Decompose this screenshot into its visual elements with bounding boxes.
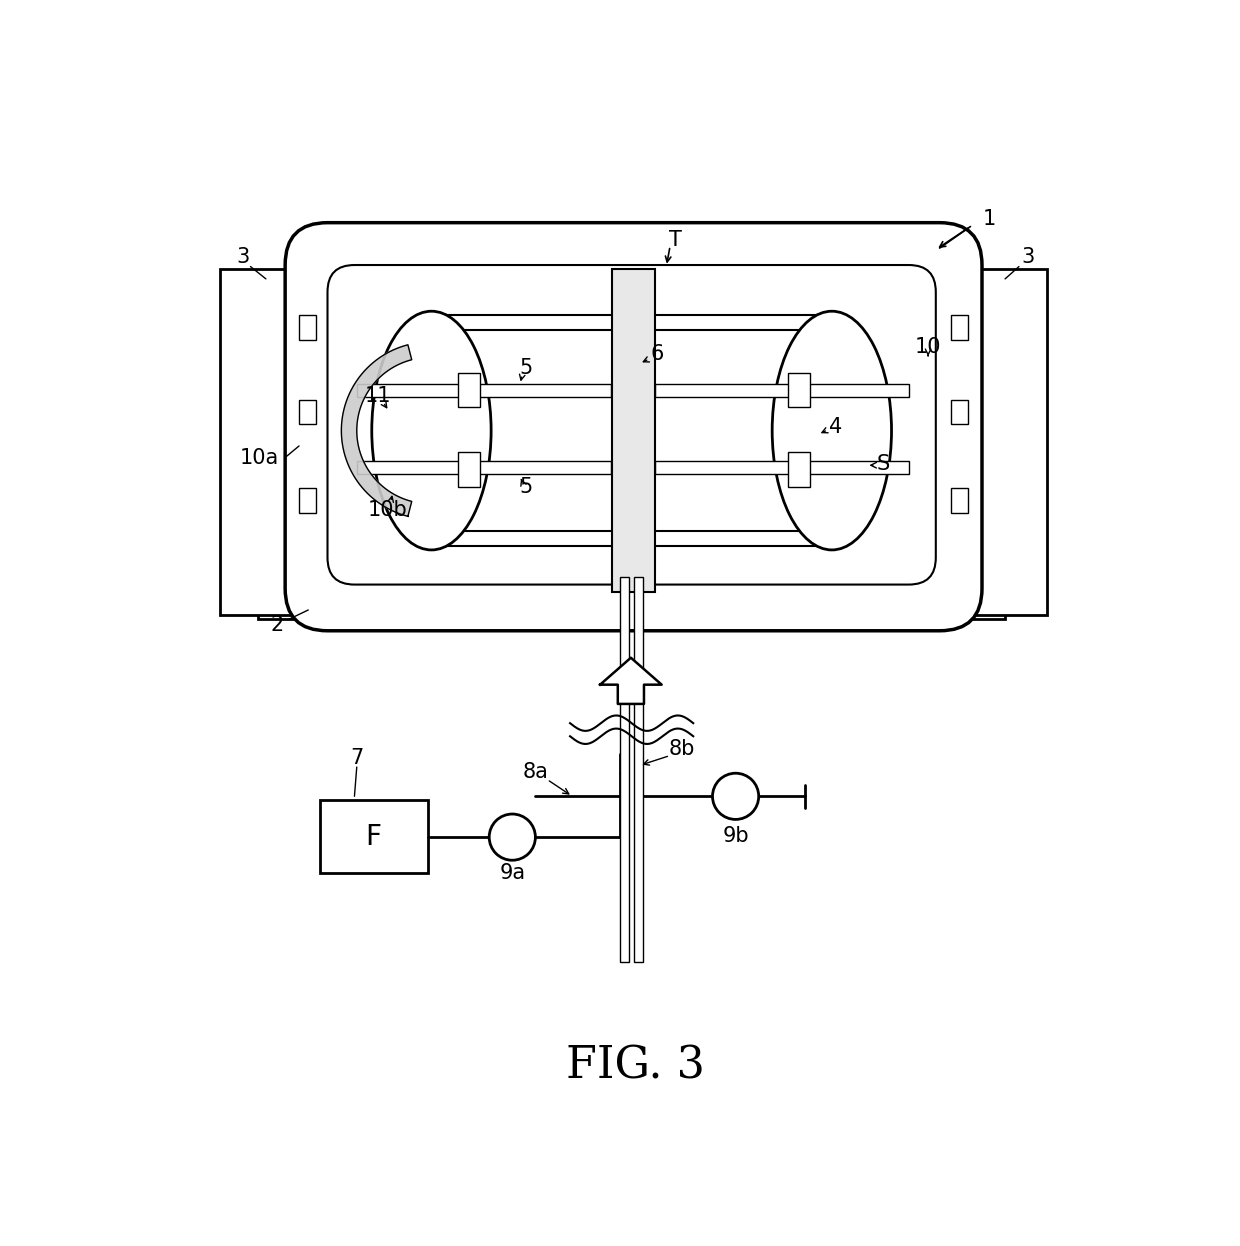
Text: FIG. 3: FIG. 3 [567,1044,704,1088]
Bar [299,400,316,425]
Text: 3: 3 [1022,247,1035,268]
Text: 4: 4 [830,416,842,436]
Bar [655,384,909,397]
Text: 8a: 8a [522,761,548,781]
Text: 10b: 10b [368,500,408,520]
Bar [219,269,300,616]
FancyBboxPatch shape [285,223,982,630]
Text: 9b: 9b [722,826,749,846]
Bar [357,461,611,475]
Text: 7: 7 [350,748,363,768]
Text: F: F [366,824,382,851]
Polygon shape [600,658,662,704]
Text: 11: 11 [365,386,391,406]
Bar [967,269,1048,616]
Bar [299,315,316,340]
Text: 2: 2 [270,616,284,635]
Bar [951,400,968,425]
Text: 3: 3 [236,247,249,268]
Text: T: T [670,231,682,250]
Circle shape [713,774,759,820]
Text: 8b: 8b [668,739,694,759]
Ellipse shape [372,312,491,549]
Text: 10a: 10a [239,447,279,467]
Bar [459,373,480,407]
Bar [951,488,968,513]
Text: 9a: 9a [500,863,526,883]
Bar [613,269,655,592]
Bar [620,577,630,962]
Text: 6: 6 [650,344,663,364]
Bar [787,452,810,487]
Bar [258,577,1006,619]
Bar [634,577,644,962]
Text: 10: 10 [915,336,941,356]
Bar [655,461,909,475]
Bar [951,315,968,340]
Bar [299,488,316,513]
Text: 1: 1 [983,209,996,229]
Text: S: S [877,454,890,473]
Bar [459,452,480,487]
Bar [320,800,428,873]
Text: 5: 5 [520,358,533,379]
Circle shape [490,814,536,860]
Ellipse shape [773,312,892,549]
FancyBboxPatch shape [327,265,936,584]
Polygon shape [341,345,412,516]
Bar [357,384,611,397]
Text: 5: 5 [520,477,533,497]
Bar [299,284,355,584]
Bar [787,373,810,407]
Bar [913,284,968,584]
